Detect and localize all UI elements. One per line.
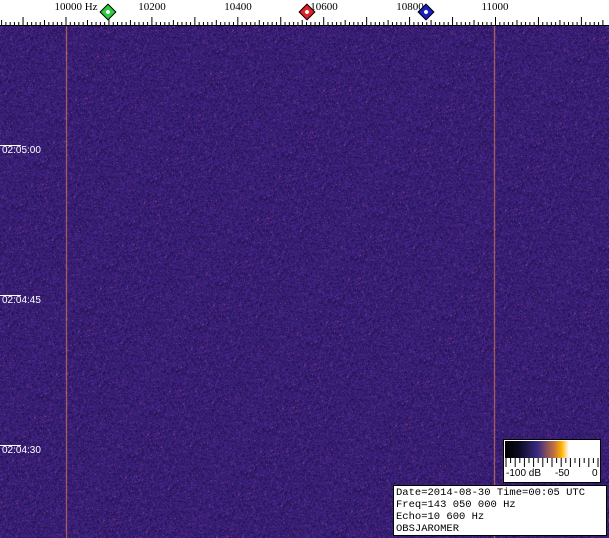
colorbar-mid-label: -50: [555, 468, 570, 479]
info-observer: OBSJAROMER: [396, 523, 460, 535]
colorbar-gradient: [505, 441, 599, 458]
colorbar-ticks: [505, 458, 599, 467]
colorbar-min-label: -100 dB: [506, 468, 542, 479]
freq-label-10800: 10800: [396, 1, 424, 13]
info-date-time: Date=2014-08-30 Time=00:05 UTC: [396, 487, 586, 499]
colorbar-legend: -100 dB -50 0: [503, 439, 601, 483]
freq-label-10000: 10000 Hz: [54, 1, 98, 13]
info-frequency: Freq=143 050 000 Hz: [396, 499, 516, 511]
freq-label-11000: 11000: [481, 1, 509, 13]
ruler-ticks: [0, 17, 609, 26]
freq-label-10600: 10600: [310, 1, 338, 13]
time-label: 02:04:30: [2, 445, 41, 456]
time-tick: [0, 145, 21, 146]
freq-label-10400: 10400: [224, 1, 252, 13]
time-tick: [0, 445, 21, 446]
freq-label-10200: 10200: [138, 1, 166, 13]
time-tick: [0, 295, 21, 296]
info-echo: Echo=10 600 Hz: [396, 511, 485, 523]
info-box: Date=2014-08-30 Time=00:05 UTC Freq=143 …: [393, 485, 607, 536]
time-label: 02:04:45: [2, 295, 41, 306]
colorbar-max-label: 0: [592, 468, 598, 479]
time-label: 02:05:00: [2, 145, 41, 156]
